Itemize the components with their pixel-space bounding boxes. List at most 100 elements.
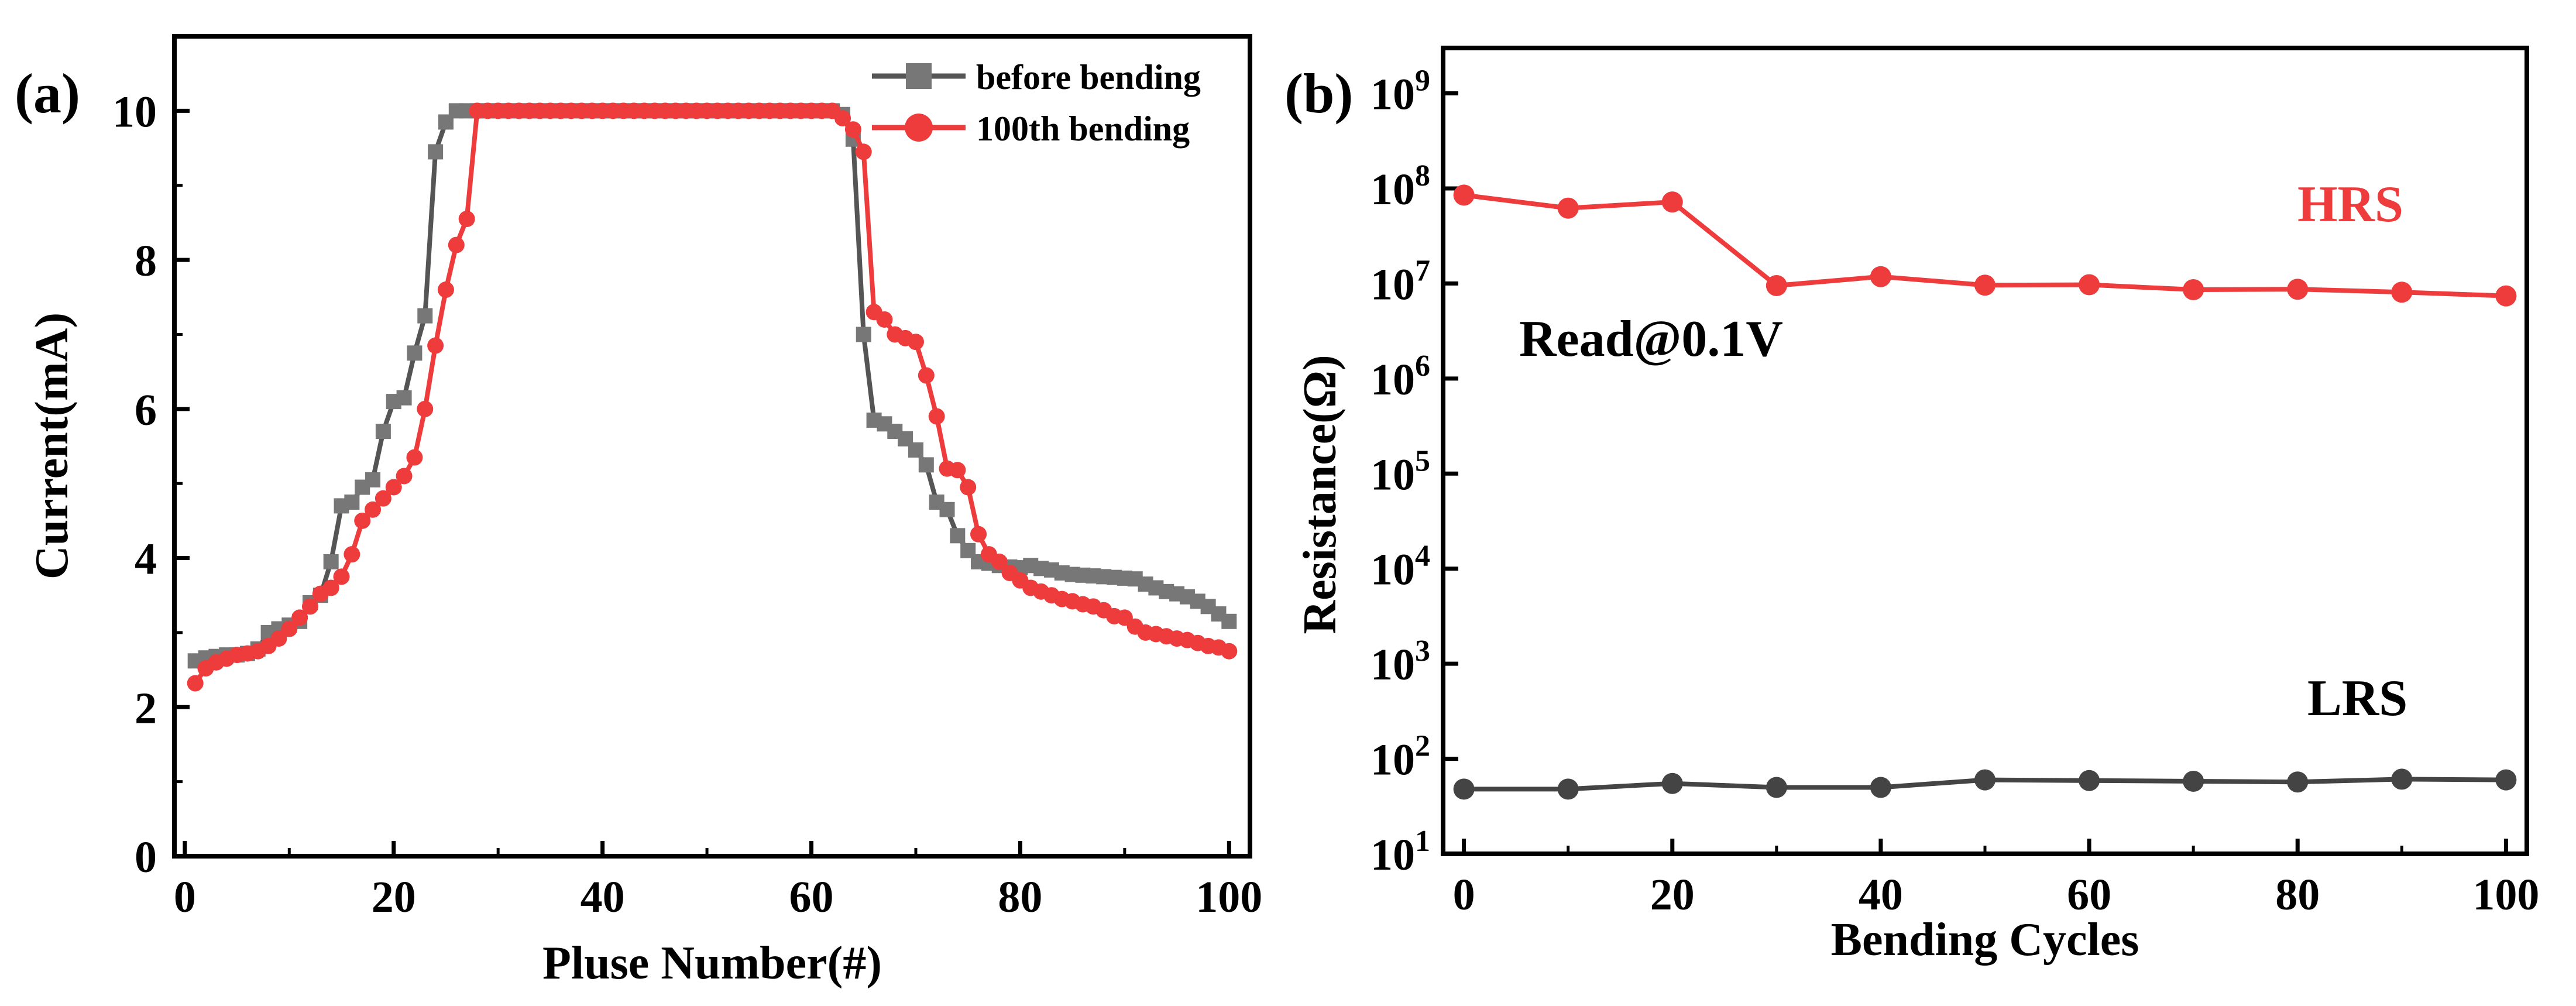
data-point <box>333 568 350 585</box>
data-point <box>2495 769 2517 791</box>
data-point <box>1974 769 1995 791</box>
panel-b-y-tick-labels: 101 102 103 104 105 106 107 108 109 <box>1371 64 1430 880</box>
data-point <box>918 367 935 384</box>
data-point <box>406 449 423 466</box>
data-point <box>281 620 298 637</box>
y-tick-label-1e7: 107 <box>1371 254 1430 309</box>
data-point <box>1870 266 1891 287</box>
data-point <box>844 121 861 138</box>
data-point <box>907 334 924 351</box>
data-point <box>2495 285 2517 307</box>
x-tick-label-0: 0 <box>174 873 196 922</box>
annotation-hrs: HRS <box>2297 176 2403 233</box>
data-point <box>344 546 360 563</box>
panel-b-x-tick-labels: 0 20 40 60 80 100 <box>1453 870 2540 919</box>
x-tick-label-20: 20 <box>372 873 416 922</box>
data-point <box>365 472 381 487</box>
y-tick-label-1e2: 102 <box>1371 730 1430 785</box>
data-point <box>1870 777 1891 798</box>
y-tick-label-10: 10 <box>112 87 157 136</box>
data-point <box>2287 771 2309 793</box>
panel-a-y-tick-labels: 0 2 4 6 8 10 <box>112 87 157 882</box>
panel-b-y-axis-title: Resistance(Ω) <box>1294 355 1346 634</box>
panel-a-current-chart: (a) 0 20 40 60 80 100 0 2 4 6 8 10 Pluse… <box>15 34 1262 989</box>
data-point <box>396 390 412 406</box>
data-point <box>365 501 382 518</box>
data-point <box>448 236 465 253</box>
legend-label-before-bending: before bending <box>976 58 1201 97</box>
data-point <box>187 675 204 692</box>
data-point <box>322 579 339 596</box>
data-point <box>991 553 1008 570</box>
data-point <box>2079 274 2100 296</box>
y-tick-label-6: 6 <box>135 386 157 435</box>
data-point <box>375 424 391 440</box>
panel-a-x-axis-title: Pluse Number(#) <box>542 938 882 989</box>
y-tick-label-1e5: 105 <box>1371 444 1430 499</box>
series-markers-HRS <box>1453 184 2517 307</box>
data-point <box>928 408 945 425</box>
panel-b-axis-ticks <box>1443 91 2508 856</box>
legend-marker-100th-bending <box>905 114 933 142</box>
x-tick-label-60: 60 <box>789 873 834 922</box>
data-point <box>301 598 318 615</box>
panel-a-legend: before bending 100th bending <box>872 58 1201 148</box>
data-point <box>1557 778 1579 800</box>
panel-b-series <box>1453 184 2517 800</box>
data-point <box>375 490 391 507</box>
data-point <box>950 528 966 544</box>
panel-b-x-axis-title: Bending Cycles <box>1831 914 2139 966</box>
data-point <box>458 211 475 228</box>
annotation-read-voltage: Read@0.1V <box>1519 311 1783 368</box>
data-point <box>2079 770 2100 791</box>
data-point <box>1661 772 1683 794</box>
panel-a-label: (a) <box>15 62 80 125</box>
y-tick-label-0: 0 <box>135 833 157 882</box>
data-point <box>1766 274 1787 296</box>
panel-b-label: (b) <box>1284 62 1353 125</box>
data-point <box>396 468 413 485</box>
y-tick-label-1e1: 101 <box>1371 825 1430 880</box>
data-point <box>960 479 977 496</box>
data-point <box>918 457 934 473</box>
data-point <box>354 512 371 529</box>
data-point <box>939 502 955 517</box>
data-point <box>1453 184 1475 206</box>
data-point <box>1557 197 1579 219</box>
x-tick-label-100: 100 <box>2472 870 2539 919</box>
data-point <box>2391 768 2413 790</box>
data-point <box>385 479 402 496</box>
y-tick-label-1e3: 103 <box>1371 634 1430 689</box>
panel-a-series <box>187 102 1238 692</box>
annotation-lrs: LRS <box>2307 670 2407 727</box>
data-point <box>1766 777 1787 798</box>
data-point <box>2287 279 2309 300</box>
y-tick-label-2: 2 <box>135 684 157 733</box>
data-point <box>323 554 339 569</box>
series-markers-100th-bending <box>187 102 1238 692</box>
x-tick-label-20: 20 <box>1650 870 1695 919</box>
panel-a-y-axis-title: Current(mA) <box>26 313 78 579</box>
data-point <box>855 143 872 160</box>
panel-a-plot-frame <box>172 34 1252 859</box>
panel-a-x-tick-labels: 0 20 40 60 80 100 <box>174 873 1262 922</box>
x-tick-label-100: 100 <box>1196 873 1262 922</box>
y-tick-label-1e6: 106 <box>1371 349 1430 404</box>
data-point <box>2183 770 2204 792</box>
data-point <box>1221 643 1238 660</box>
data-point <box>291 609 308 626</box>
data-point <box>344 495 360 510</box>
x-tick-label-0: 0 <box>1453 870 1475 919</box>
data-point <box>1661 191 1683 213</box>
y-tick-label-1e9: 109 <box>1371 64 1430 119</box>
legend-label-100th-bending: 100th bending <box>976 109 1190 148</box>
x-tick-label-80: 80 <box>2275 870 2320 919</box>
data-point <box>970 526 987 543</box>
x-tick-label-80: 80 <box>998 873 1042 922</box>
panel-b-resistance-chart: (b) 0 20 40 60 80 100 101 102 103 104 105 106… <box>1284 46 2540 966</box>
data-point <box>908 442 923 458</box>
x-tick-label-40: 40 <box>581 873 625 922</box>
data-point <box>1974 274 1995 296</box>
data-point <box>876 311 893 328</box>
